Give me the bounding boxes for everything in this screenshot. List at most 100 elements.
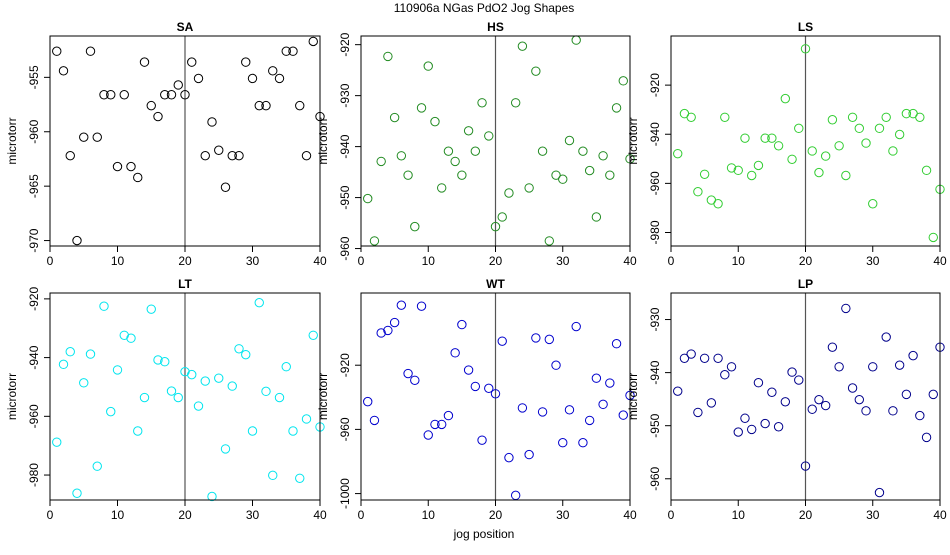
data-point xyxy=(894,360,905,370)
y-tick-label: -940 xyxy=(338,134,352,158)
data-point xyxy=(693,407,703,418)
data-point xyxy=(52,46,62,56)
y-tick-label: -930 xyxy=(648,307,662,331)
panel-sa: SA microtorr 0 10 20 30 40 -955 -960 -965 -970 xyxy=(5,20,327,268)
data-point xyxy=(301,414,312,424)
data-point xyxy=(814,394,824,405)
plot-frame xyxy=(49,35,321,247)
data-point xyxy=(261,100,271,111)
panel-title: LP xyxy=(798,277,813,291)
x-tick-label: 0 xyxy=(358,508,365,522)
data-point xyxy=(537,146,548,156)
x-tick-label: 10 xyxy=(111,254,125,268)
y-tick-label: -960 xyxy=(338,417,352,441)
panel-lp: LP microtorr 0 10 20 30 40 -930 -940 -950 -960 xyxy=(626,277,947,522)
x-tick-label: 10 xyxy=(111,508,125,522)
data-point xyxy=(524,183,534,193)
data-point xyxy=(551,360,561,370)
y-tick-label: -980 xyxy=(648,220,662,244)
data-point xyxy=(369,236,380,246)
data-point xyxy=(139,57,150,67)
data-point xyxy=(699,353,710,363)
data-point xyxy=(605,170,615,180)
y-tick-label: -920 xyxy=(27,287,41,311)
data-point xyxy=(193,401,204,411)
data-point xyxy=(301,150,312,161)
y-tick-label: -920 xyxy=(338,32,352,56)
data-point xyxy=(874,487,885,498)
y-tick-label: -960 xyxy=(27,404,41,428)
x-tick-label: 20 xyxy=(799,508,813,522)
data-point xyxy=(139,392,150,403)
x-tick-label: 0 xyxy=(358,254,365,268)
data-point xyxy=(868,362,878,372)
data-point xyxy=(591,373,602,383)
data-point xyxy=(58,359,69,370)
y-tick-label: -965 xyxy=(27,174,41,198)
data-point xyxy=(673,386,683,396)
data-point xyxy=(112,365,123,375)
data-point xyxy=(584,415,595,426)
data-point xyxy=(389,317,400,328)
data-point xyxy=(173,80,183,90)
data-point xyxy=(827,342,838,352)
data-point xyxy=(841,170,851,181)
data-point xyxy=(733,165,743,176)
data-point xyxy=(410,375,420,385)
data-point xyxy=(740,413,750,423)
data-point xyxy=(699,169,710,179)
data-point xyxy=(389,112,400,123)
data-point xyxy=(921,165,932,176)
data-point xyxy=(537,407,548,417)
data-point xyxy=(733,427,743,437)
panel-title: LT xyxy=(178,277,192,291)
data-point xyxy=(861,138,871,148)
data-point xyxy=(126,333,136,343)
data-point xyxy=(403,170,413,180)
data-point xyxy=(133,426,143,436)
data-point xyxy=(106,90,116,100)
data-point xyxy=(767,133,777,143)
data-point xyxy=(187,369,197,380)
x-tick-label: 40 xyxy=(623,254,637,268)
figure-x-label: jog position xyxy=(453,527,515,541)
data-point xyxy=(160,357,170,367)
data-point xyxy=(369,415,380,426)
data-point xyxy=(214,145,224,155)
data-point xyxy=(173,392,183,403)
data-point xyxy=(119,330,129,340)
y-tick-label: -955 xyxy=(27,65,41,89)
data-point xyxy=(517,41,528,51)
y-axis-label: microtorr xyxy=(626,117,640,164)
x-tick-label: 0 xyxy=(47,254,54,268)
data-point xyxy=(79,132,89,142)
data-point xyxy=(820,400,831,411)
plot-frame xyxy=(670,35,941,247)
x-tick-label: 0 xyxy=(47,508,54,522)
panel-title: HS xyxy=(487,20,504,34)
data-point xyxy=(605,378,615,388)
data-point xyxy=(403,368,413,379)
data-point xyxy=(558,174,568,184)
data-point xyxy=(443,410,454,421)
data-point xyxy=(834,141,844,151)
data-point xyxy=(450,156,460,167)
data-point xyxy=(531,66,541,76)
data-point xyxy=(220,182,231,192)
data-point xyxy=(915,410,925,421)
y-tick-label: -960 xyxy=(648,466,662,490)
data-point xyxy=(308,330,318,340)
data-point xyxy=(794,123,804,134)
x-tick-label: 30 xyxy=(866,254,880,268)
y-tick-label: -940 xyxy=(648,360,662,384)
data-point xyxy=(780,397,791,407)
data-point xyxy=(720,370,730,380)
data-point xyxy=(376,156,386,167)
x-tick-label: 10 xyxy=(422,508,436,522)
data-point xyxy=(220,444,231,454)
data-point xyxy=(457,170,467,180)
data-point xyxy=(207,491,217,502)
data-point xyxy=(544,334,554,345)
data-point xyxy=(65,150,75,161)
data-point xyxy=(146,304,156,314)
